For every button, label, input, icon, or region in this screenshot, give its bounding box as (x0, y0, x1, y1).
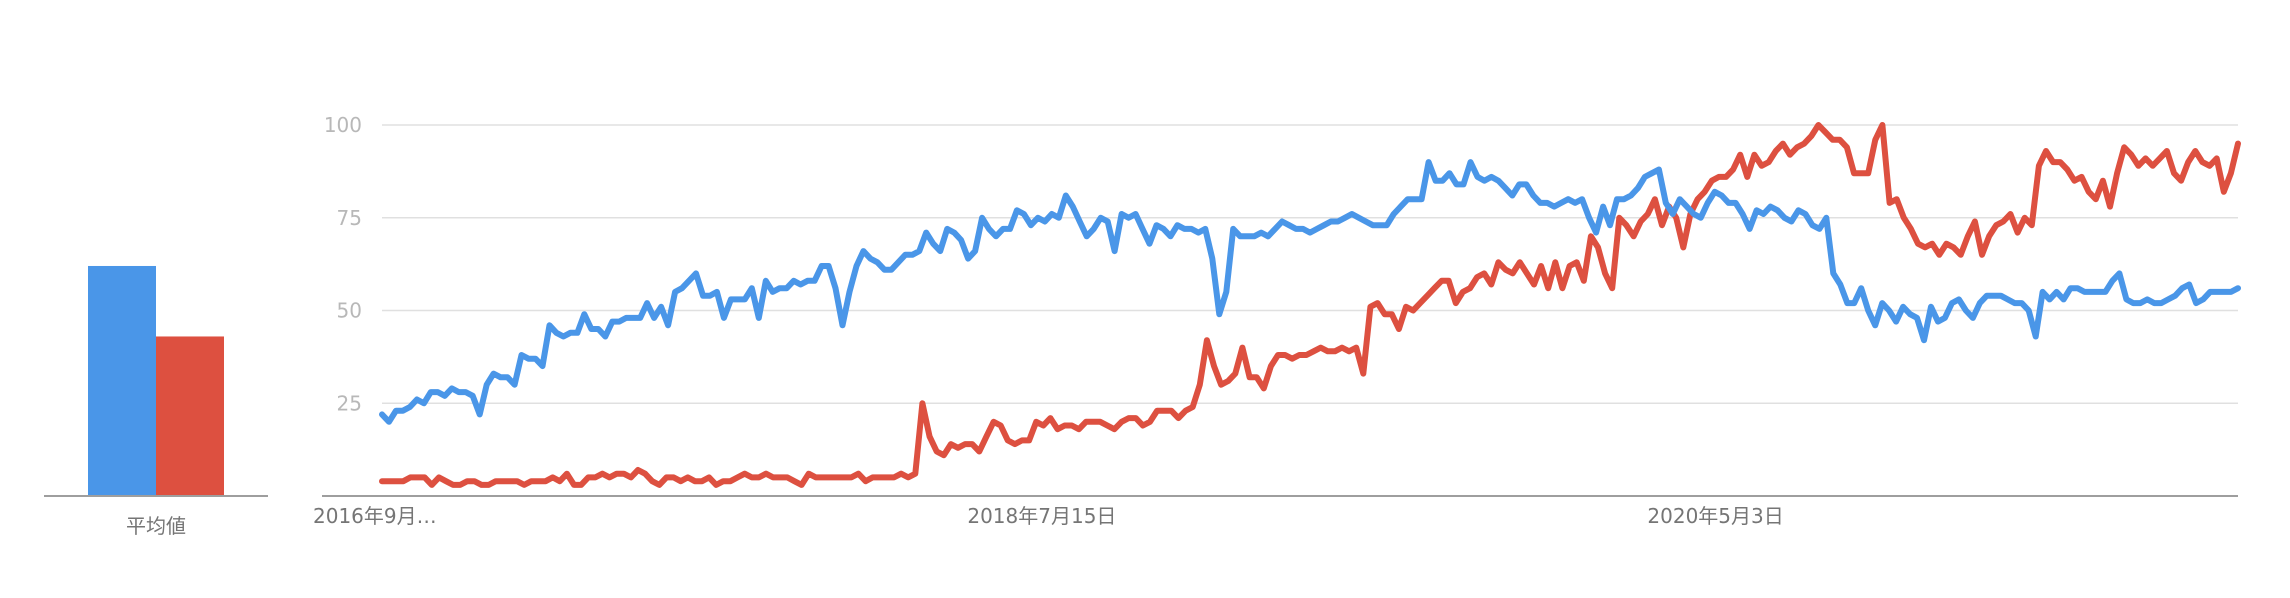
y-tick-label: 50 (337, 299, 362, 323)
x-tick-label: 2020年5月3日 (1647, 504, 1783, 528)
average-bar-1 (88, 265, 156, 496)
x-axis-ticks: 2016年9月… 2018年7月15日 2020年5月3日 (313, 504, 1784, 528)
average-panel: 平均値 (44, 265, 268, 538)
y-tick-label: 75 (337, 206, 362, 230)
average-bar-2 (156, 336, 224, 496)
series-lines (379, 122, 2241, 488)
average-label: 平均値 (126, 514, 186, 538)
y-tick-label: 100 (324, 113, 362, 137)
x-tick-label: 2016年9月… (313, 504, 437, 528)
y-axis-ticks: 25 50 75 100 (324, 113, 362, 415)
x-tick-label: 2018年7月15日 (967, 504, 1116, 528)
series-line-1 (379, 159, 2241, 425)
y-tick-label: 25 (337, 391, 362, 415)
series-line-2 (379, 122, 2241, 488)
